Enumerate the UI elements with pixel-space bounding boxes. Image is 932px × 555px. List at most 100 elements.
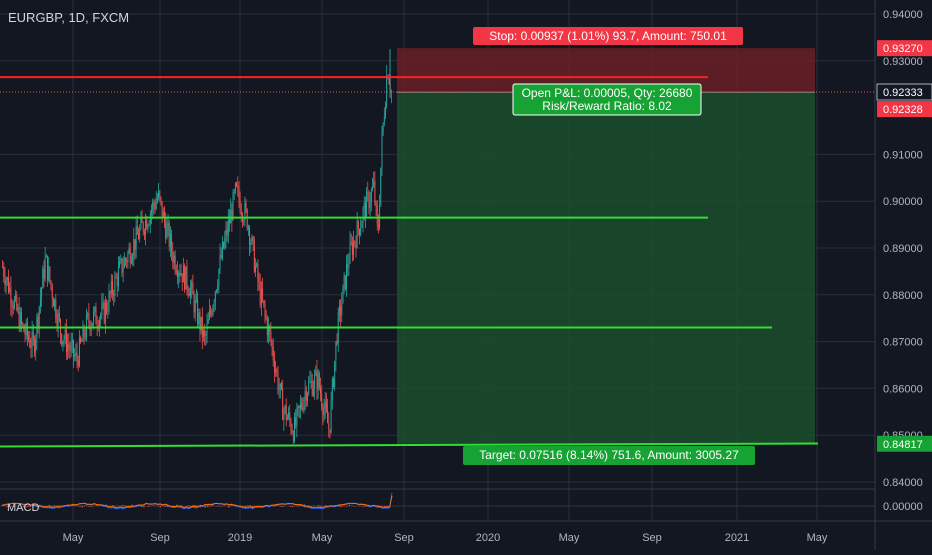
candle-body [77,359,79,366]
candlestick-series [2,49,392,445]
candle-body [100,315,102,320]
candle-body [5,280,7,285]
candle-body [152,202,154,211]
candle-body [279,383,281,389]
candle-body [68,344,70,348]
candle-body [381,132,383,168]
candle-body [155,201,157,209]
candle-body [217,286,219,290]
candle-body [17,307,19,310]
time-axis[interactable]: May Sep 2019 May Sep 2020 May Sep 2021 May [63,532,828,544]
target-price-badge[interactable]: 0.84817 [883,439,923,451]
candle-body [4,277,6,285]
candle-body [173,255,175,263]
candle-body [191,282,193,289]
bottom-support-line[interactable] [0,442,819,448]
candle-body [193,294,195,313]
candle-body [376,204,378,225]
candle-body [84,337,86,338]
candle-body [64,329,66,340]
time-label: May [559,532,580,544]
symbol-title[interactable]: EURGBP, 1D, FXCM [8,10,129,25]
candle-body [318,373,320,388]
candle-body [262,288,264,301]
candle-body [168,223,170,247]
candle-body [159,191,161,198]
candle-body [366,192,368,218]
candle-body [133,239,135,257]
candle-body [156,197,158,202]
candle-body [114,276,116,297]
candle-body [171,234,173,252]
candle-body [271,341,273,347]
candle-body [203,330,204,338]
candle-body [390,91,392,93]
candle-body [65,329,67,352]
candle-body [112,280,113,294]
candle-body [250,243,252,246]
candle-body [158,191,160,198]
candle-body [25,322,27,335]
candle-body [63,339,65,341]
candle-body [292,432,294,441]
candle-body [116,277,118,287]
candle-body [370,190,372,203]
candle-body [24,331,26,335]
candle-body [316,370,318,390]
candle-body [101,304,103,316]
candle-body [184,265,186,290]
candle-body [388,77,390,84]
horizontal-lines[interactable] [0,76,875,448]
candle-body [195,299,197,301]
candle-body [374,180,376,203]
candle-body [151,210,152,214]
candle-body [54,299,56,307]
candle-body [330,399,332,432]
candle-body [91,322,93,326]
candle-body [38,306,40,327]
candle-body [285,405,287,420]
candle-body [328,423,330,430]
time-label: 2020 [476,532,500,544]
candle-body [311,380,313,396]
candle-body [19,312,21,330]
candle-body [172,251,174,263]
price-axis[interactable]: 0.94000 0.93000 0.91000 0.90000 0.89000 0.880… [876,9,932,513]
candle-body [123,258,125,268]
candle-body [44,257,46,280]
stop-price-badge[interactable]: 0.93270 [883,43,923,55]
candle-body [127,252,129,262]
pnl-label: Open P&L: 0.00005, Qty: 26680 [522,86,693,100]
candle-body [361,222,363,228]
current-price-badge[interactable]: 0.92333 [883,87,923,99]
time-label: Sep [394,532,414,544]
candle-body [86,315,87,338]
candle-body [37,316,39,327]
price-tick: 0.94000 [883,9,923,21]
candle-body [244,203,246,221]
candle-body [122,267,124,273]
candle-body [380,167,382,205]
candle-body [216,289,217,292]
candle-body [341,303,343,316]
candle-body [210,310,212,313]
candle-body [78,337,80,366]
candle-body [283,410,285,420]
candle-body [303,399,305,410]
time-label: May [63,532,84,544]
candle-body [6,277,8,281]
candle-body [2,266,4,268]
candle-body [333,379,334,388]
candle-body [56,318,58,327]
candle-body [8,277,9,293]
candle-body [281,383,282,390]
entry-price-badge[interactable]: 0.92328 [883,104,923,116]
candle-body [31,331,33,348]
candle-body [199,312,201,331]
candle-body [234,183,236,192]
candle-body [120,258,122,262]
candle-body [349,242,351,263]
price-tick: 0.91000 [883,149,923,161]
